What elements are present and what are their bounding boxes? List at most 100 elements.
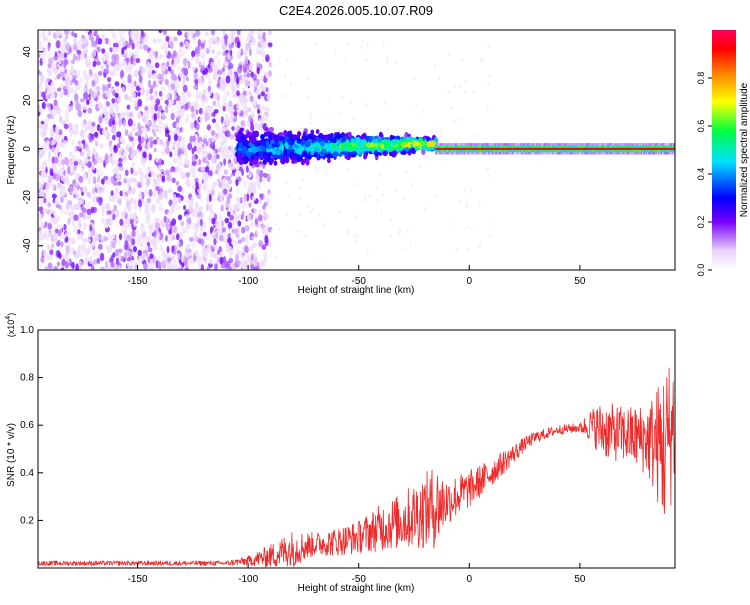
heat-cell	[71, 168, 76, 175]
heat-cell	[160, 85, 166, 91]
heat-cell	[216, 51, 222, 56]
heat-cell	[466, 225, 469, 230]
heat-cell	[173, 139, 177, 145]
heat-cell	[143, 44, 149, 51]
heat-cell	[50, 91, 56, 100]
heat-cell	[108, 266, 112, 270]
heat-cell	[391, 150, 397, 158]
heat-cell	[305, 158, 310, 166]
heat-cell	[167, 134, 171, 142]
heat-cell	[211, 48, 215, 55]
heat-cell	[253, 155, 260, 161]
heat-cell	[83, 212, 88, 221]
heat-cell	[155, 185, 160, 192]
heat-cell	[296, 157, 302, 163]
heat-cell	[340, 143, 345, 150]
heat-cell	[88, 136, 93, 143]
heat-cell	[66, 104, 71, 111]
heat-cell	[225, 175, 231, 181]
heat-cell	[75, 193, 80, 201]
heat-cell	[419, 140, 425, 146]
heat-cell	[221, 124, 226, 132]
heat-cell	[142, 151, 147, 158]
heat-cell	[253, 98, 257, 107]
heat-cell	[153, 243, 158, 251]
heat-cell	[46, 113, 52, 119]
heat-cell	[71, 261, 75, 270]
heat-cell	[228, 227, 234, 235]
heat-cell	[106, 209, 112, 215]
heat-cell	[88, 33, 94, 41]
heat-cell	[228, 100, 233, 108]
heat-cell	[140, 241, 144, 248]
heat-cell	[62, 37, 67, 44]
heat-cell	[116, 64, 121, 71]
heat-cell	[300, 158, 306, 166]
heat-cell	[195, 91, 201, 99]
heat-cell	[311, 208, 315, 212]
heat-cell	[80, 133, 85, 140]
heat-cell	[140, 30, 144, 38]
heat-cell	[154, 222, 161, 229]
heat-cell	[396, 144, 403, 150]
heat-cell	[224, 61, 229, 67]
heat-cell	[285, 212, 289, 216]
heat-cell	[58, 204, 62, 210]
heat-cell	[42, 170, 47, 178]
heat-cell	[184, 267, 190, 270]
heat-cell	[188, 237, 194, 242]
heat-cell	[98, 200, 103, 206]
heat-cell	[76, 219, 82, 227]
heat-cell	[256, 262, 260, 268]
heat-cell	[330, 147, 335, 154]
heat-cell	[45, 208, 51, 215]
heat-cell	[361, 40, 364, 44]
heat-cell	[301, 139, 305, 146]
heat-cell	[46, 67, 51, 74]
heat-cell	[244, 156, 249, 163]
heat-cell	[53, 156, 59, 164]
heat-cell	[249, 30, 255, 35]
heat-cell	[177, 66, 182, 72]
heat-cell	[74, 224, 78, 233]
heat-cell	[148, 188, 153, 197]
heat-cell	[204, 31, 209, 37]
heat-cell	[162, 30, 167, 36]
heat-cell	[72, 53, 77, 62]
heat-cell	[83, 53, 88, 59]
heat-cell	[227, 146, 232, 151]
heat-cell	[115, 186, 119, 194]
heat-cell	[302, 178, 305, 182]
heat-cell	[245, 42, 249, 51]
heat-cell	[84, 80, 89, 86]
heat-cell	[114, 193, 119, 201]
heat-cell	[47, 31, 52, 36]
heat-cell	[201, 146, 206, 153]
heat-cell	[107, 39, 112, 46]
heat-cell	[164, 146, 170, 155]
heat-cell	[308, 121, 311, 126]
heat-cell	[47, 222, 53, 230]
heat-cell	[241, 226, 246, 234]
heat-cell	[86, 200, 91, 209]
heat-cell	[114, 81, 120, 87]
heat-cell	[80, 186, 84, 192]
heat-cell	[169, 151, 173, 158]
heat-cell	[114, 46, 119, 52]
heat-cell	[433, 64, 437, 68]
heat-cell	[130, 90, 136, 100]
heat-cell	[151, 72, 157, 80]
heat-cell	[144, 202, 149, 210]
heat-cell	[63, 52, 67, 59]
heat-cell	[172, 197, 178, 206]
heat-cell	[156, 111, 161, 120]
heat-cell	[60, 195, 64, 204]
heat-cell	[229, 30, 233, 38]
heat-cell	[115, 257, 119, 266]
heat-cell	[122, 80, 127, 86]
heat-cell	[233, 110, 238, 117]
heat-cell	[210, 155, 216, 164]
heat-cell	[228, 257, 234, 264]
heat-cell	[197, 188, 201, 194]
heat-cell	[315, 41, 318, 46]
